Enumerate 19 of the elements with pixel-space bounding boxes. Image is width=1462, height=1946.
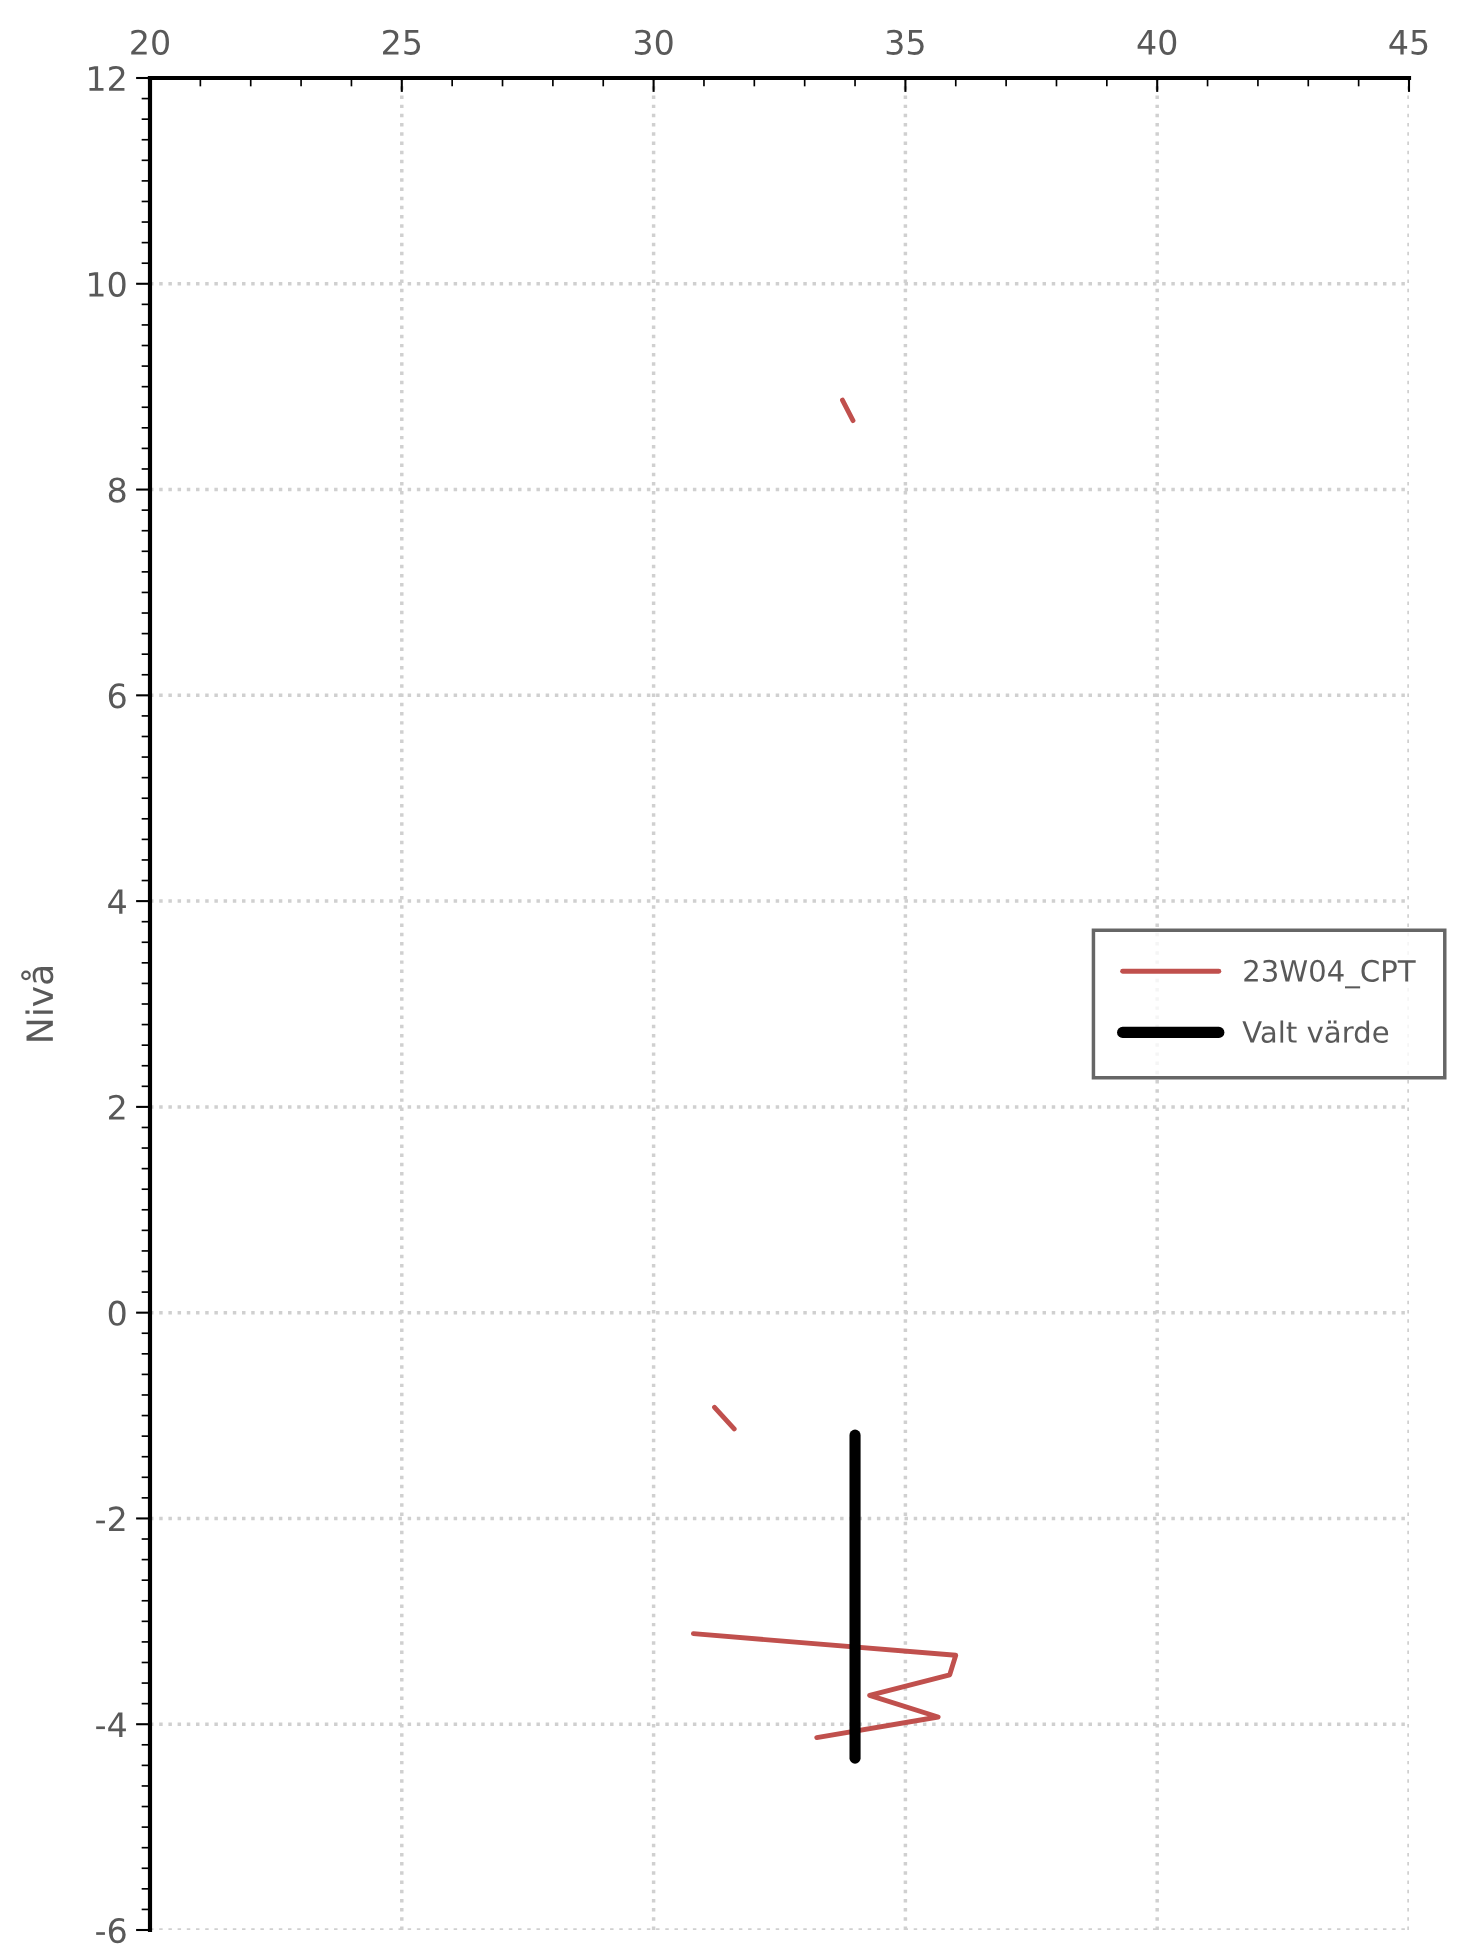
y-axis-title: Nivå	[21, 967, 54, 1041]
x-tick-label: 45	[1389, 30, 1428, 55]
x-tick-label: 30	[634, 29, 673, 55]
x-tick-label: 20	[131, 29, 169, 55]
y-tick-label: 10	[89, 271, 126, 297]
y-tick-label: 6	[108, 683, 126, 709]
x-tick-label: 40	[1137, 29, 1177, 55]
y-tick-label: 12	[89, 65, 125, 91]
x-tick-label: 35	[886, 29, 924, 55]
y-tick-label: 2	[109, 1094, 125, 1120]
y-tick-label: -2	[96, 1506, 125, 1532]
y-tick-label: 4	[108, 889, 126, 914]
x-tick-label: 25	[383, 29, 421, 55]
y-tick-label: 8	[108, 477, 126, 503]
y-tick-label: -4	[96, 1712, 126, 1737]
y-tick-label: -6	[96, 1917, 126, 1944]
y-tick-label: 0	[108, 1300, 126, 1326]
legend-label: 23W04_CPT	[1244, 959, 1416, 989]
legend-label: Valt värde	[1242, 1020, 1389, 1044]
